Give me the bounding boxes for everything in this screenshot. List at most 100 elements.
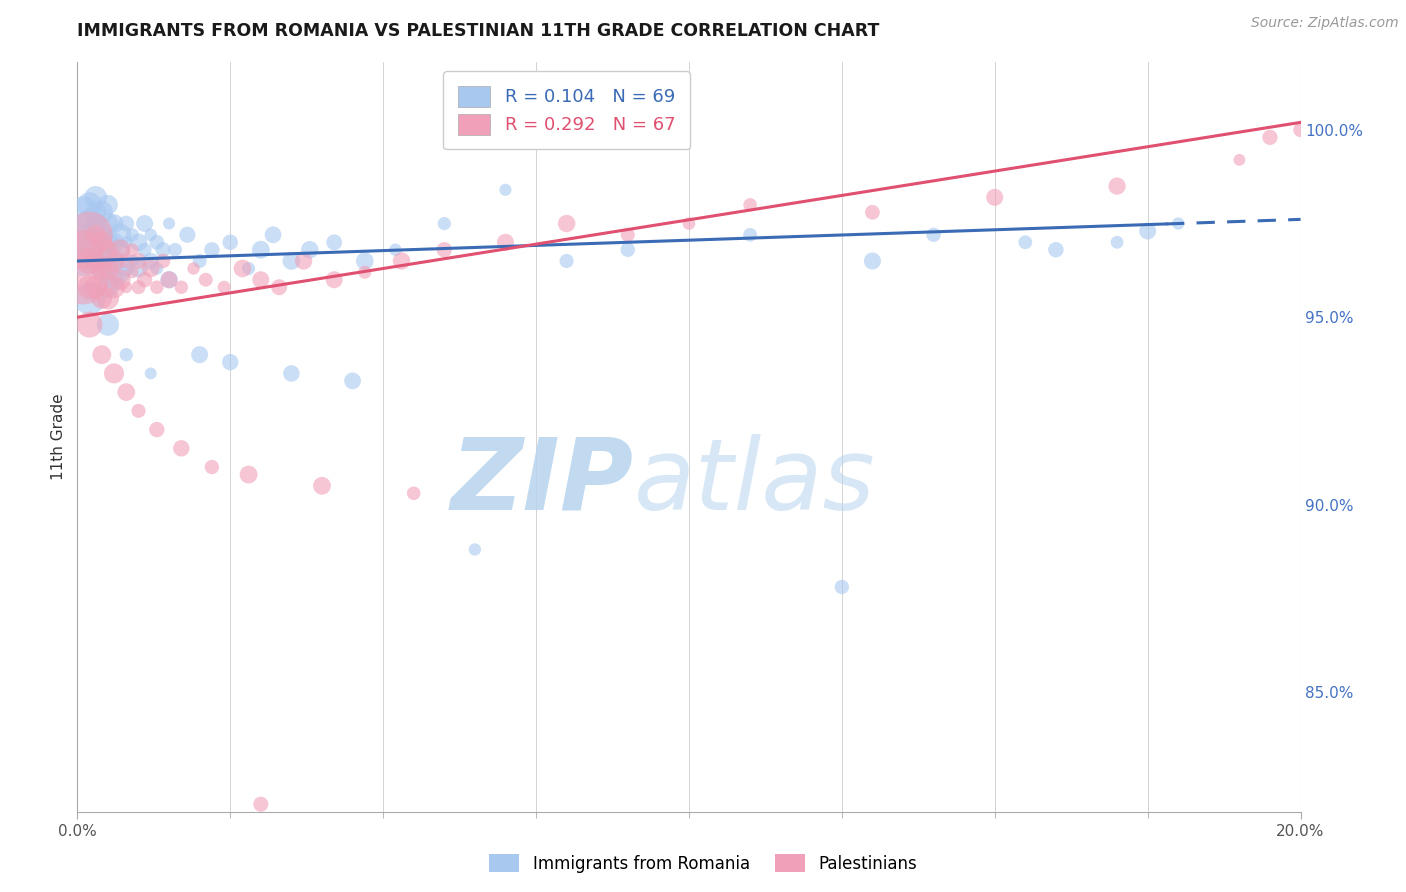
Point: [984, 190, 1007, 204]
Point: [121, 254, 143, 268]
Point: [231, 261, 253, 276]
Point: [128, 280, 150, 294]
Point: [90, 265, 112, 279]
Point: [146, 261, 169, 276]
Point: [433, 243, 456, 257]
Point: [128, 235, 150, 250]
Point: [72, 205, 94, 219]
Y-axis label: 11th Grade: 11th Grade: [51, 393, 66, 481]
Point: [183, 261, 205, 276]
Point: [79, 198, 101, 212]
Point: [108, 227, 131, 242]
Point: [139, 254, 162, 268]
Point: [115, 261, 138, 276]
Point: [188, 254, 211, 268]
Point: [298, 243, 321, 257]
Point: [740, 198, 762, 212]
Point: [1136, 224, 1159, 238]
Point: [103, 254, 125, 268]
Point: [79, 280, 101, 294]
Point: [280, 254, 302, 268]
Point: [103, 280, 125, 294]
Point: [84, 254, 107, 268]
Point: [108, 243, 131, 257]
Point: [157, 273, 180, 287]
Point: [238, 467, 260, 482]
Point: [84, 227, 107, 242]
Point: [152, 243, 174, 257]
Point: [194, 273, 217, 287]
Point: [1258, 130, 1281, 145]
Legend: R = 0.104   N = 69, R = 0.292   N = 67: R = 0.104 N = 69, R = 0.292 N = 67: [443, 71, 690, 149]
Point: [115, 217, 138, 231]
Point: [1289, 123, 1312, 137]
Point: [353, 265, 375, 279]
Point: [165, 243, 187, 257]
Point: [90, 261, 112, 276]
Point: [1167, 217, 1189, 231]
Point: [121, 265, 143, 279]
Point: [152, 254, 174, 268]
Point: [84, 235, 107, 250]
Point: [79, 254, 101, 268]
Point: [90, 205, 112, 219]
Point: [219, 355, 242, 369]
Point: [170, 442, 193, 456]
Text: IMMIGRANTS FROM ROMANIA VS PALESTINIAN 11TH GRADE CORRELATION CHART: IMMIGRANTS FROM ROMANIA VS PALESTINIAN 1…: [77, 22, 880, 40]
Point: [97, 254, 120, 268]
Point: [84, 205, 107, 219]
Point: [353, 254, 375, 268]
Point: [740, 227, 762, 242]
Point: [402, 486, 425, 500]
Point: [72, 273, 94, 287]
Point: [1229, 153, 1251, 167]
Point: [212, 280, 235, 294]
Point: [157, 273, 180, 287]
Point: [250, 243, 273, 257]
Point: [103, 217, 125, 231]
Point: [108, 265, 131, 279]
Point: [97, 198, 120, 212]
Point: [139, 367, 162, 381]
Point: [84, 217, 107, 231]
Point: [862, 254, 884, 268]
Point: [103, 367, 125, 381]
Point: [342, 374, 364, 388]
Point: [311, 479, 333, 493]
Point: [831, 580, 853, 594]
Point: [97, 261, 120, 276]
Point: [391, 254, 413, 268]
Point: [79, 227, 101, 242]
Point: [170, 280, 193, 294]
Point: [79, 243, 101, 257]
Point: [134, 273, 156, 287]
Point: [90, 292, 112, 306]
Point: [555, 254, 578, 268]
Point: [146, 235, 169, 250]
Point: [97, 217, 120, 231]
Point: [79, 227, 101, 242]
Point: [79, 217, 101, 231]
Point: [90, 235, 112, 250]
Point: [115, 254, 138, 268]
Point: [201, 243, 224, 257]
Point: [617, 243, 640, 257]
Point: [97, 318, 120, 332]
Point: [108, 243, 131, 257]
Point: [79, 318, 101, 332]
Point: [103, 254, 125, 268]
Point: [555, 217, 578, 231]
Point: [108, 273, 131, 287]
Point: [1045, 243, 1067, 257]
Point: [90, 243, 112, 257]
Point: [97, 235, 120, 250]
Point: [115, 235, 138, 250]
Point: [262, 227, 284, 242]
Point: [103, 235, 125, 250]
Point: [134, 243, 156, 257]
Point: [115, 280, 138, 294]
Point: [90, 227, 112, 242]
Point: [464, 542, 486, 557]
Point: [121, 227, 143, 242]
Point: [495, 235, 517, 250]
